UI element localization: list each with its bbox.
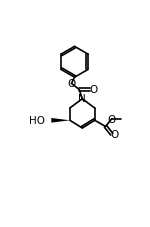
Text: O: O: [89, 85, 97, 95]
Text: HO: HO: [29, 116, 45, 126]
Text: O: O: [67, 79, 76, 89]
Text: N: N: [78, 94, 86, 104]
Polygon shape: [51, 118, 70, 123]
Text: O: O: [111, 130, 119, 140]
Text: O: O: [108, 114, 116, 124]
